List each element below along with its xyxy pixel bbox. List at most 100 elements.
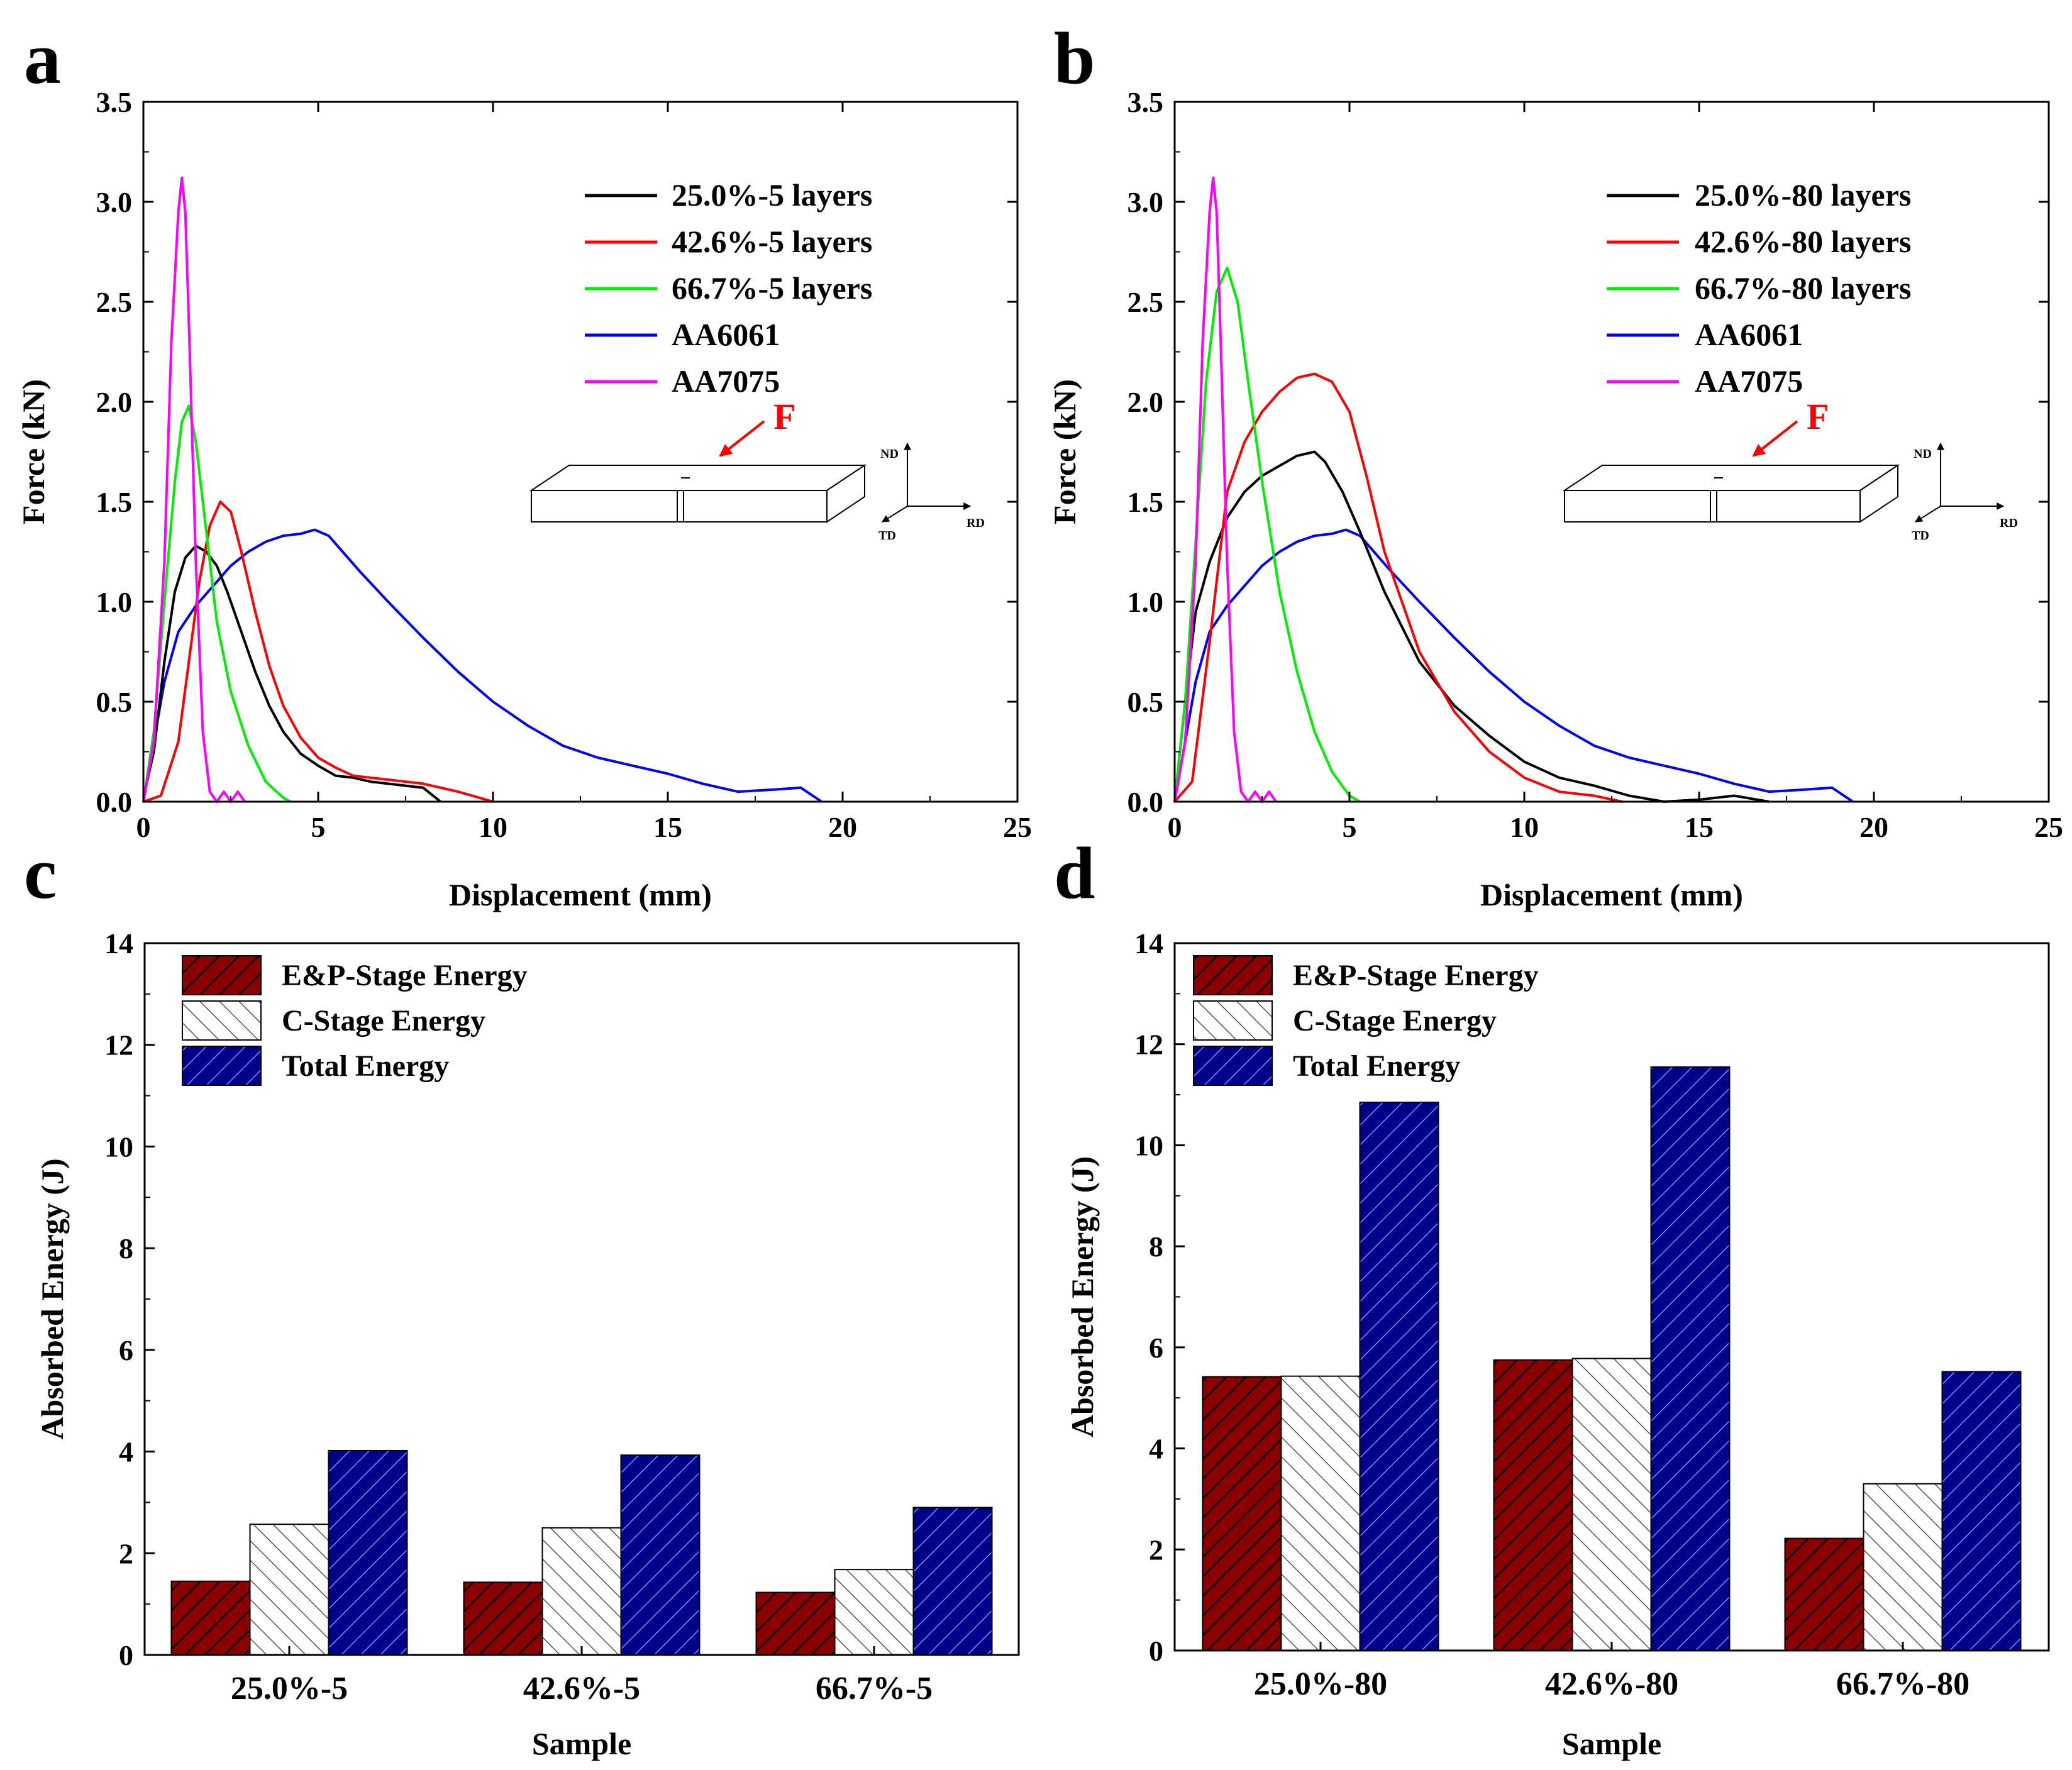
- panel-b-ytick-label: 2.0: [1127, 386, 1164, 418]
- panel-a-axes: 0.0 0.5 1.0 1.5 2.0 2.5 3.0 3.5 0 5 10 15 20 25 Displa…: [16, 86, 1032, 912]
- panel-b-td-label: TD: [1912, 529, 1929, 543]
- panel-d-legend-label: Total Energy: [1293, 1049, 1460, 1083]
- panel-d-bar-66-7-80-2: [1941, 1371, 2022, 1651]
- panel-d-ytick-label: 12: [1134, 1029, 1163, 1061]
- panel-a-nd-label: ND: [880, 447, 899, 461]
- panel-b-x-axis-title: Displacement (mm): [1480, 877, 1743, 912]
- panel-b-series-aa7075-line: [1173, 176, 1277, 803]
- panel-c-ytick-label: 4: [119, 1436, 133, 1468]
- panel-d-bar-66-7-80-0: [1784, 1537, 1864, 1652]
- panel-d-legend: E&P-Stage Energy C-Stage Energy Total Ener…: [1193, 955, 1539, 1086]
- panel-d-bar-25-0-80-0: [1202, 1376, 1282, 1652]
- panel-a-ytick-label: 2.5: [96, 286, 133, 318]
- panel-d-legend-swatch: [1193, 1000, 1273, 1041]
- panel-d-ytick-label: 10: [1134, 1129, 1163, 1161]
- panel-b-legend-label: 42.6%-80 layers: [1695, 224, 1911, 259]
- panel-d-legend-label: C-Stage Energy: [1293, 1004, 1497, 1037]
- panel-c-legend-label: C-Stage Energy: [282, 1004, 485, 1037]
- panel-a-ytick-label: 0.5: [96, 686, 133, 718]
- panel-a-td-label: TD: [878, 529, 896, 543]
- panel-d-bar-25-0-80-1: [1280, 1375, 1361, 1651]
- panel-b-rd-label: RD: [2000, 516, 2018, 530]
- panel-b-specimen-diagram: ND RD TD F: [1562, 396, 2018, 543]
- panel-a-legend-label: AA6061: [672, 317, 780, 352]
- panel-c-bar-42-6-5-2: [620, 1454, 701, 1656]
- panel-b-ytick-label: 2.5: [1127, 286, 1164, 318]
- panel-b-legend-label: AA7075: [1695, 363, 1803, 399]
- panel-c-ytick-label: 10: [104, 1131, 133, 1163]
- panel-d-ytick-label: 8: [1149, 1231, 1163, 1263]
- panel-d-bars: [1202, 1066, 2022, 1652]
- panel-c-x-axis-title: Sample: [532, 1726, 631, 1761]
- panel-b-ytick-label: 3.0: [1127, 186, 1164, 218]
- panel-a-ytick-label: 1.0: [96, 586, 133, 618]
- panel-b-ytick-label: 0.0: [1127, 786, 1164, 818]
- panel-b-legend-label: 25.0%-80 layers: [1695, 177, 1911, 213]
- panel-a-ytick-label: 3.5: [96, 86, 133, 118]
- panel-d-category-label: 66.7%-80: [1836, 1666, 1970, 1702]
- panel-b-nd-label: ND: [1914, 447, 1932, 461]
- panel-b-xtick-label: 25: [2034, 811, 2063, 843]
- panel-b-axes: 0.0 0.5 1.0 1.5 2.0 2.5 3.0 3.5 0 5 10 15 20 25 Displa…: [1047, 86, 2063, 912]
- panel-b-y-axis-title: Force (kN): [1047, 379, 1082, 524]
- panel-c-ytick-label: 2: [119, 1537, 133, 1569]
- panel-b-ytick-label: 0.5: [1127, 686, 1164, 718]
- panel-c-bar-42-6-5-1: [541, 1527, 622, 1656]
- panel-c-legend-swatch: [182, 1046, 262, 1086]
- panel-a-xtick-label: 0: [136, 811, 151, 843]
- panel-c-bar-25-0-5-2: [328, 1449, 408, 1656]
- panel-d-legend-swatch: [1193, 955, 1273, 995]
- panel-a-series-66-7-5-layers-line: [142, 404, 291, 803]
- panel-a-xtick-label: 20: [828, 811, 857, 843]
- panel-b-line-chart: 25.0%-80 layers 42.6%-80 layers 66.7%-80 l…: [1047, 86, 2063, 912]
- panel-a-ytick-label: 2.0: [96, 386, 133, 418]
- panel-a-series-42-6-5-layers-line: [143, 501, 494, 803]
- panel-c-ytick-label: 6: [119, 1334, 133, 1366]
- panel-c-bar-25-0-5-0: [170, 1580, 251, 1656]
- panel-b-xtick-label: 10: [1510, 811, 1539, 843]
- panel-a-ytick-label: 0.0: [96, 786, 133, 818]
- panel-b-xtick-label: 0: [1168, 811, 1182, 843]
- panel-letter-b: b: [1054, 17, 1095, 99]
- panel-b-ytick-label: 3.5: [1127, 86, 1164, 118]
- panel-d-bar-42-6-80-1: [1571, 1358, 1652, 1651]
- panel-b-legend-label: 66.7%-80 layers: [1695, 270, 1911, 306]
- panel-b-legend: [1409, 150, 2031, 421]
- panel-c-legend-label: E&P-Stage Energy: [282, 959, 528, 992]
- panel-d-ytick-label: 0: [1149, 1635, 1163, 1667]
- panel-c-category-label: 25.0%-5: [231, 1671, 348, 1706]
- panel-d-category-label: 42.6%-80: [1545, 1666, 1678, 1702]
- panel-c-bar-66-7-5-2: [912, 1507, 993, 1656]
- panel-a-specimen-diagram: ND RD TD F: [529, 396, 985, 543]
- panel-a-legend-label: 42.6%-5 layers: [672, 224, 872, 259]
- panel-c-bar-66-7-5-1: [834, 1569, 914, 1656]
- panel-letter-a: a: [24, 17, 61, 99]
- panel-a-series-group: [142, 176, 823, 803]
- panel-a-legend-entries: 25.0%-5 layers 42.6%-5 layers 66.7%-5 laye…: [585, 177, 872, 399]
- panel-d-ytick-label: 6: [1149, 1332, 1163, 1364]
- panel-a-legend-label: AA7075: [672, 363, 780, 399]
- panel-c-category-label: 66.7%-5: [816, 1671, 933, 1706]
- panel-b-series-25-0-80-layers-line: [1173, 450, 1770, 803]
- panel-c-bar-25-0-5-1: [249, 1524, 330, 1656]
- panel-a-legend-label: 25.0%-5 layers: [672, 177, 872, 213]
- panel-b-xtick-label: 20: [1859, 811, 1888, 843]
- panel-b-series-group: [1173, 176, 1854, 803]
- panel-c-bar-chart: 0 2 4 6 8 10 12 14 Sample Absorbed Energy (J) 25.0…: [35, 927, 1020, 1761]
- panel-a-ytick-label: 1.5: [96, 486, 133, 518]
- panel-c-legend: E&P-Stage Energy C-Stage Energy Total Ener…: [182, 955, 528, 1086]
- panel-c-y-axis-title: Absorbed Energy (J): [35, 1158, 70, 1439]
- panel-letter-d: d: [1054, 832, 1095, 914]
- panel-d-x-axis-title: Sample: [1562, 1726, 1661, 1761]
- panel-b-force-label: F: [1807, 396, 1829, 437]
- panel-d-bar-66-7-80-1: [1863, 1483, 1943, 1652]
- panel-c-legend-swatch: [182, 955, 262, 995]
- panel-d-bar-42-6-80-0: [1493, 1359, 1573, 1652]
- panel-a-legend: [380, 150, 1016, 421]
- panel-a-xtick-label: 25: [1003, 811, 1032, 843]
- panel-a-series-25-0-5-layers-line: [142, 545, 441, 803]
- panel-a-force-label: F: [773, 396, 795, 437]
- panel-c-axes: 0 2 4 6 8 10 12 14 Sample Absorbed Energy (J) 25.0…: [35, 927, 933, 1761]
- panel-a-xtick-label: 15: [653, 811, 682, 843]
